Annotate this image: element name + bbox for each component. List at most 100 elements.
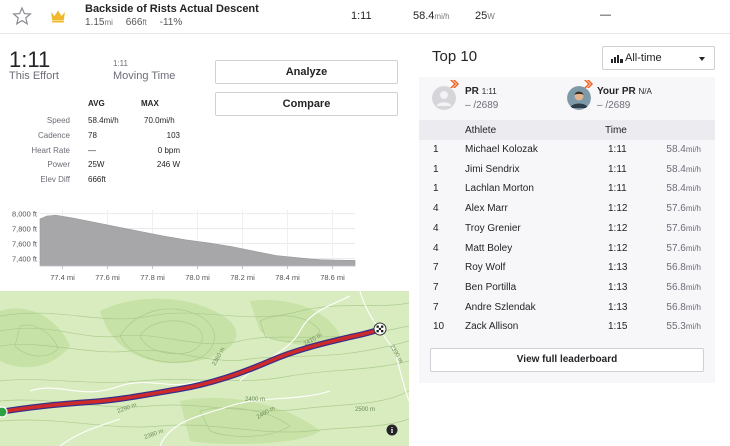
leaderboard-row[interactable]: 7 Andre Szlendak 1:13 56.8mi/h [419,298,715,318]
leaderboard-rank: 7 [433,301,439,313]
leaderboard-athlete-name[interactable]: Ben Portilla [465,281,517,293]
pr-badge-icon [584,80,593,88]
leaderboard-speed: 58.4mi/h [666,144,701,155]
segment-map[interactable]: 2360 m 2290 m 2400 m 2380 m 2500 m 2410 … [0,291,409,446]
leaderboard-time: 1:13 [608,301,628,313]
effort-time: 1:11 [9,47,51,72]
leaderboard-speed: 55.3mi/h [666,321,701,333]
bar-chart-icon [611,55,623,63]
stats-avg-header: AVG [88,99,105,108]
leaderboard-rank: 1 [433,183,439,195]
segment-distance: 1.15mi [85,17,113,28]
y-tick-label: 7,800 ft [12,225,38,234]
time-filter-select[interactable]: All-time [602,46,715,70]
leaderboard-athlete-name[interactable]: Matt Boley [465,242,513,254]
time-filter-label: All-time [625,52,662,64]
athlete-column-header: Athlete [465,125,497,136]
time-column-header: Time [605,125,627,136]
x-tick-label: 77.4 mi [50,273,75,282]
svg-text:i: i [391,426,394,435]
leaderboard-time: 1:13 [608,281,628,293]
y-tick-label: 7,600 ft [12,240,38,249]
elevation-area[interactable] [39,214,356,267]
stat-max-heart-rate: 0 bpm [157,146,180,155]
map-info-icon[interactable]: i [386,424,398,436]
leaderboard-time: 1:15 [608,321,628,333]
leaderboard-rank: 7 [433,262,439,274]
leaderboard-time: 1:13 [608,262,628,274]
leaderboard-rank: 4 [433,242,439,254]
leaderboard-athlete-name[interactable]: Alex Marr [465,203,508,215]
leaderboard-athlete-name[interactable]: Michael Kolozak [465,144,538,155]
segment-speed: 58.4mi/h [413,10,450,22]
leaderboard-row[interactable]: 10 Zack Allison 1:15 55.3mi/h [419,317,715,337]
leaderboard-athlete-name[interactable]: Jimi Sendrix [465,163,520,175]
leaderboard-rank: 1 [433,163,439,175]
elevation-chart[interactable]: 8,000 ft 7,800 ft 7,600 ft 7,400 ft 77.4 mi 7… [0,204,360,286]
x-tick-label: 78.6 mi [320,273,345,282]
leaderboard-row[interactable]: 7 Ben Portilla 1:13 56.8mi/h [419,278,715,298]
moving-time-label: Moving Time [113,70,176,82]
leaderboard-time: 1:11 [608,163,627,175]
leaderboard-athlete-name[interactable]: Lachlan Morton [465,183,534,195]
leaderboard-speed: 56.8mi/h [666,301,701,313]
stat-avg-heart-rate: — [88,146,96,155]
crown-icon [51,10,65,23]
avatar[interactable] [567,86,591,110]
leaderboard-time: 1:12 [608,222,628,234]
x-tick-label: 77.6 mi [95,273,120,282]
leaderboard-row[interactable]: 4 Troy Grenier 1:12 57.6mi/h [419,219,715,239]
leaderboard-athlete-name[interactable]: Roy Wolf [465,262,506,274]
segment-name[interactable]: Backside of Rists Actual Descent [85,3,259,15]
moving-time-value: 1:11 [113,59,128,68]
finish-flag-icon [373,322,387,336]
segment-time: 1:11 [351,10,372,22]
svg-text:2500 m: 2500 m [355,407,375,413]
effort-time-label: This Effort [9,70,59,82]
x-tick-label: 78.0 mi [185,273,210,282]
chevron-down-icon [699,57,705,61]
pr-rank: – /2689 [465,100,499,111]
leaderboard-rank: 1 [433,144,439,155]
leaderboard-athlete-name[interactable]: Troy Grenier [465,222,521,234]
leaderboard-time: 1:12 [608,242,628,254]
leaderboard-time: 1:12 [608,203,628,215]
top10-title: Top 10 [432,48,478,65]
leaderboard-athlete-name[interactable]: Andre Szlendak [465,301,536,313]
stat-avg-speed: 58.4mi/h [88,116,119,125]
leaderboard-athlete-name[interactable]: Zack Allison [465,321,519,333]
route-line[interactable] [0,327,382,414]
stat-max-cadence: 103 [166,131,180,140]
pr-title: PR 1:11 [465,86,497,97]
leaderboard-row[interactable]: 4 Alex Marr 1:12 57.6mi/h [419,199,715,219]
leaderboard-row[interactable]: 1 Lachlan Morton 1:11 58.4mi/h [419,179,715,199]
analyze-button[interactable]: Analyze [215,60,398,84]
stat-avg-cadence: 78 [88,131,97,140]
map-canvas[interactable]: 2360 m 2290 m 2400 m 2380 m 2500 m 2410 … [0,291,409,446]
leaderboard-row[interactable]: 1 Michael Kolozak 1:11 58.4mi/h [419,140,715,160]
leaderboard-row[interactable]: 4 Matt Boley 1:12 57.6mi/h [419,239,715,259]
stat-max-speed: 70.0mi/h [144,116,175,125]
segment-elevation: 666ft [125,17,147,28]
your-pr-rank: – /2689 [597,100,631,111]
x-tick-label: 78.2 mi [230,273,255,282]
leaderboard-row[interactable]: 7 Roy Wolf 1:13 56.8mi/h [419,258,715,278]
leaderboard-row[interactable]: 1 Jimi Sendrix 1:11 58.4mi/h [419,160,715,180]
stat-label-heart-rate: Heart Rate [31,146,70,155]
leaderboard-speed: 57.6mi/h [666,203,701,215]
stat-label-elev-diff: Elev Diff [40,175,70,184]
segment-row: Backside of Rists Actual Descent 1.15mi … [0,0,730,34]
y-tick-label: 8,000 ft [12,210,38,219]
stat-label-speed: Speed [46,116,70,125]
leaderboard-time: 1:11 [608,183,627,195]
star-icon[interactable] [12,6,32,26]
leaderboard-rank: 4 [433,203,439,215]
stat-avg-power: 25W [88,160,105,169]
your-pr-title: Your PR N/A [597,86,652,97]
stat-label-cadence: Cadence [37,131,70,140]
view-full-leaderboard-button[interactable]: View full leaderboard [430,348,704,372]
compare-button[interactable]: Compare [215,92,398,116]
stat-avg-elev-diff: 666ft [88,175,106,184]
segment-heart-rate: — [600,9,611,21]
pr-card: PR 1:11 – /2689 [419,77,559,119]
